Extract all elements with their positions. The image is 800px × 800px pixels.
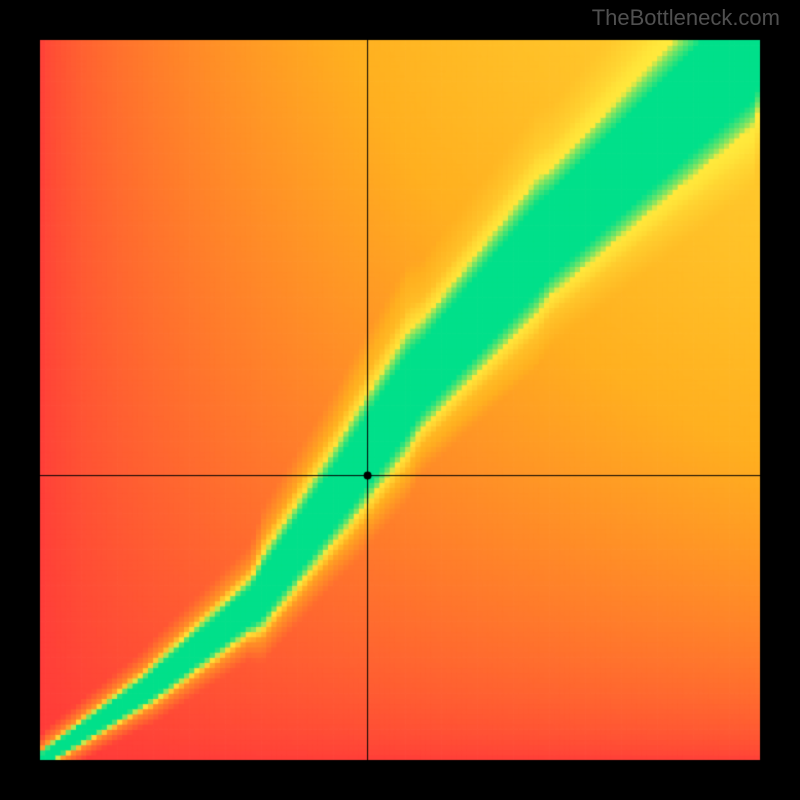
heatmap-canvas [0,0,800,800]
chart-frame: TheBottleneck.com [0,0,800,800]
